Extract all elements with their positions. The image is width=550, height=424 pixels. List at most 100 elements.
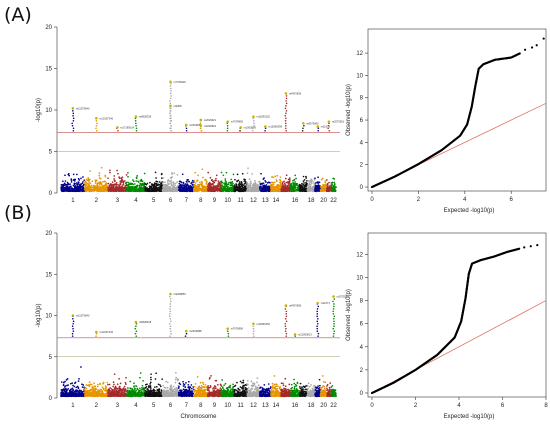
data-point bbox=[208, 186, 210, 189]
data-point bbox=[303, 189, 305, 191]
data-point bbox=[225, 171, 228, 174]
x-tick-label: 13 bbox=[262, 198, 269, 204]
data-point bbox=[166, 189, 169, 192]
data-point bbox=[88, 186, 90, 188]
peak-tower bbox=[200, 127, 203, 132]
data-point bbox=[174, 187, 176, 190]
data-point bbox=[96, 190, 99, 192]
data-point bbox=[307, 186, 309, 188]
data-point bbox=[72, 112, 75, 115]
data-point bbox=[273, 186, 275, 188]
data-point bbox=[69, 382, 72, 385]
data-point bbox=[119, 180, 122, 183]
data-point bbox=[157, 189, 160, 192]
data-point bbox=[284, 119, 287, 122]
data-point bbox=[80, 392, 83, 395]
data-point bbox=[85, 183, 88, 186]
data-point bbox=[74, 382, 76, 385]
data-point bbox=[249, 185, 252, 187]
data-point bbox=[189, 190, 191, 193]
data-point bbox=[136, 184, 139, 187]
data-point bbox=[158, 181, 161, 183]
data-point bbox=[173, 182, 175, 185]
peak-snp-label: rs2075561 bbox=[332, 120, 345, 124]
data-point bbox=[82, 185, 84, 188]
y-tick-label: 5 bbox=[49, 355, 53, 361]
data-point bbox=[82, 176, 84, 178]
data-point bbox=[169, 100, 171, 102]
data-point bbox=[333, 184, 336, 187]
data-point bbox=[94, 179, 97, 182]
y-tick-label: 10 bbox=[45, 108, 52, 114]
data-point bbox=[287, 188, 290, 190]
data-point bbox=[98, 184, 101, 186]
data-point bbox=[303, 124, 305, 127]
data-point bbox=[290, 185, 292, 188]
data-point bbox=[127, 175, 129, 178]
data-point bbox=[312, 180, 315, 183]
data-point bbox=[324, 183, 327, 186]
data-point bbox=[285, 97, 288, 100]
data-point bbox=[332, 186, 335, 189]
data-point bbox=[296, 189, 298, 192]
data-point bbox=[229, 181, 232, 184]
data-point bbox=[77, 183, 80, 185]
data-point bbox=[148, 185, 151, 188]
data-point bbox=[185, 180, 188, 183]
data-point bbox=[117, 188, 119, 191]
data-point bbox=[94, 182, 97, 184]
data-point bbox=[256, 185, 259, 188]
data-point bbox=[86, 384, 89, 387]
data-point bbox=[247, 184, 250, 187]
data-point bbox=[236, 186, 238, 188]
peak-point bbox=[199, 124, 203, 128]
data-point bbox=[158, 186, 161, 188]
data-point bbox=[76, 385, 79, 388]
data-point bbox=[98, 390, 100, 393]
y-axis-title: -log10(p) bbox=[36, 303, 42, 327]
data-point bbox=[95, 124, 98, 127]
data-point bbox=[81, 391, 84, 393]
data-point bbox=[176, 187, 179, 190]
data-point bbox=[124, 186, 127, 189]
peak-tower bbox=[284, 95, 288, 132]
data-point bbox=[305, 177, 308, 179]
data-point bbox=[259, 187, 261, 190]
data-point bbox=[324, 180, 327, 182]
peak-point bbox=[316, 125, 320, 128]
y-tick-label: 20 bbox=[45, 231, 52, 237]
peak-tower bbox=[134, 117, 138, 132]
data-point bbox=[242, 189, 245, 192]
data-point bbox=[205, 180, 208, 183]
y-tick-label: 10 bbox=[45, 314, 52, 320]
data-point bbox=[293, 186, 296, 189]
data-point bbox=[183, 190, 186, 192]
data-point bbox=[120, 188, 123, 191]
data-point bbox=[214, 179, 217, 182]
data-point bbox=[72, 184, 75, 187]
data-point bbox=[157, 183, 160, 186]
data-point bbox=[315, 186, 318, 189]
data-point bbox=[64, 174, 66, 177]
data-point bbox=[78, 390, 81, 392]
data-point bbox=[73, 385, 76, 388]
data-point bbox=[292, 184, 295, 187]
data-point bbox=[181, 173, 184, 176]
data-point bbox=[260, 172, 262, 175]
peak-point bbox=[116, 126, 119, 129]
data-point bbox=[207, 171, 210, 174]
data-point bbox=[130, 190, 132, 193]
data-point bbox=[169, 122, 172, 125]
data-point bbox=[117, 186, 119, 189]
peak-tower bbox=[251, 117, 256, 132]
x-tick-label: 14 bbox=[273, 198, 280, 204]
data-point bbox=[270, 186, 272, 189]
data-point bbox=[194, 171, 197, 174]
data-point bbox=[88, 385, 91, 387]
data-point bbox=[279, 182, 282, 185]
peak-snp-label: rs11835152 bbox=[256, 115, 270, 119]
data-point bbox=[122, 188, 125, 190]
chromosome-16-points bbox=[289, 174, 301, 193]
